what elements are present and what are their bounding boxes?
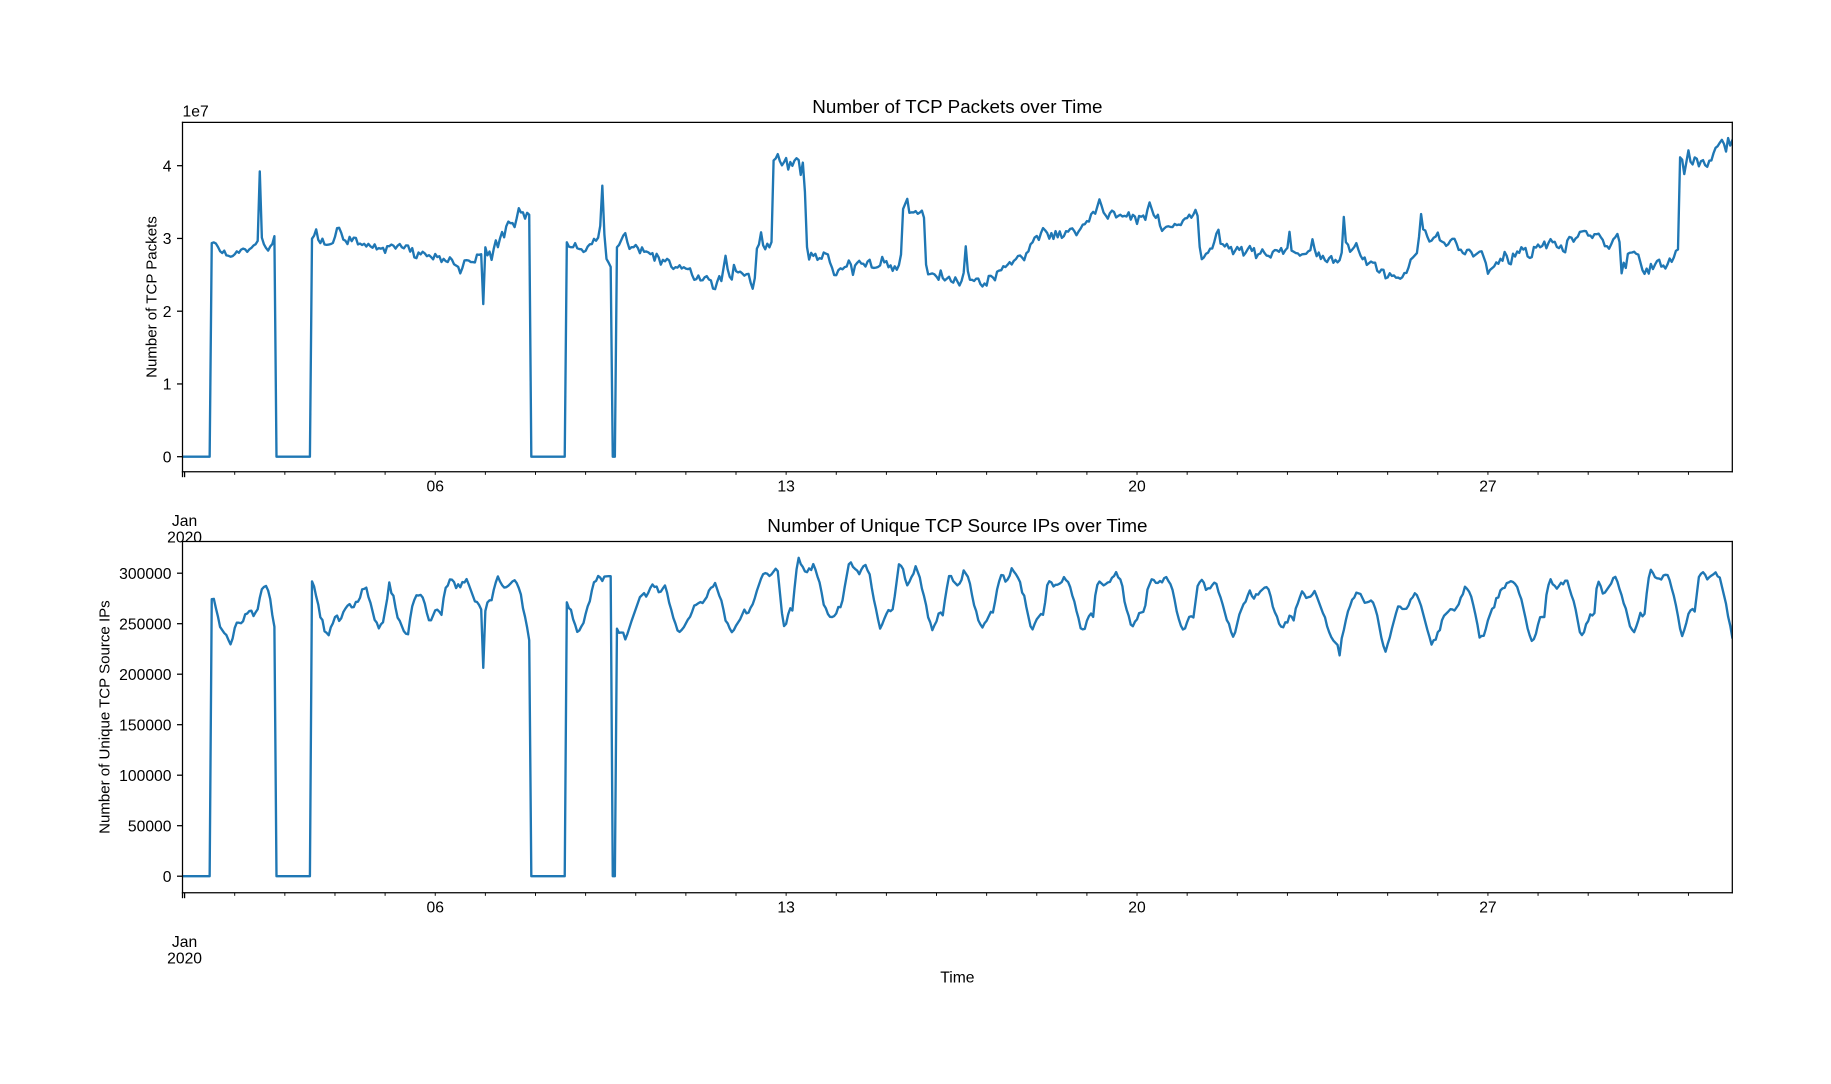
svg-text:Jan: Jan <box>172 513 197 530</box>
svg-text:1e7: 1e7 <box>183 103 209 120</box>
svg-text:20: 20 <box>1128 900 1146 917</box>
svg-text:Number of TCP Packets over Tim: Number of TCP Packets over Time <box>812 96 1102 117</box>
svg-text:4: 4 <box>163 158 172 175</box>
svg-text:1: 1 <box>163 377 172 394</box>
svg-text:0: 0 <box>163 449 172 466</box>
svg-text:Number of TCP Packets: Number of TCP Packets <box>144 216 161 378</box>
svg-text:13: 13 <box>777 900 795 917</box>
svg-text:2020: 2020 <box>167 951 202 968</box>
svg-text:Jan: Jan <box>172 934 197 951</box>
svg-text:Time: Time <box>940 969 975 986</box>
svg-text:13: 13 <box>777 479 795 496</box>
svg-text:100000: 100000 <box>119 768 172 785</box>
svg-text:150000: 150000 <box>119 717 172 734</box>
svg-text:Number of Unique TCP Source IP: Number of Unique TCP Source IPs over Tim… <box>767 515 1147 536</box>
svg-text:Number of Unique TCP Source IP: Number of Unique TCP Source IPs <box>97 600 114 834</box>
svg-text:2: 2 <box>163 304 172 321</box>
svg-text:27: 27 <box>1479 479 1496 496</box>
svg-text:20: 20 <box>1128 479 1146 496</box>
svg-text:06: 06 <box>427 479 445 496</box>
svg-text:27: 27 <box>1479 900 1496 917</box>
svg-text:06: 06 <box>427 900 445 917</box>
svg-text:3: 3 <box>163 231 172 248</box>
svg-text:200000: 200000 <box>119 667 172 684</box>
svg-text:250000: 250000 <box>119 616 172 633</box>
svg-text:0: 0 <box>163 869 172 886</box>
svg-text:50000: 50000 <box>128 818 172 835</box>
svg-text:300000: 300000 <box>119 566 172 583</box>
